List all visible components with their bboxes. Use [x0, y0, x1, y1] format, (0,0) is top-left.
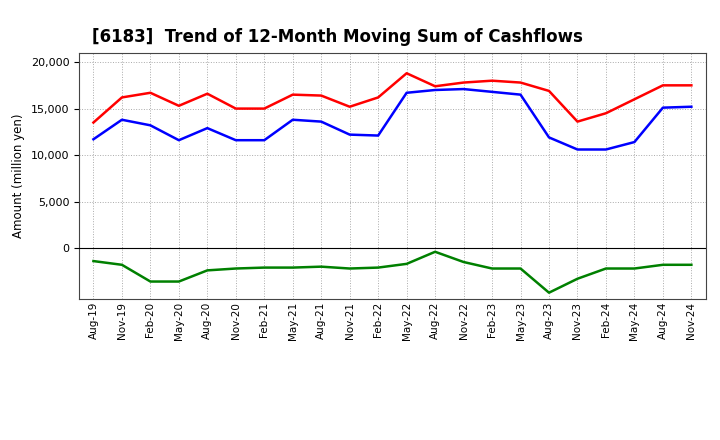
Investing Cashflow [289, 265, 297, 270]
Investing Cashflow [687, 262, 696, 268]
Investing Cashflow [487, 266, 496, 271]
Free Cashflow [289, 117, 297, 122]
Investing Cashflow [402, 261, 411, 267]
Free Cashflow [659, 105, 667, 110]
Free Cashflow [630, 139, 639, 145]
Free Cashflow [117, 117, 126, 122]
Free Cashflow [573, 147, 582, 152]
Investing Cashflow [232, 266, 240, 271]
Free Cashflow [431, 88, 439, 93]
Operating Cashflow [346, 104, 354, 110]
Investing Cashflow [659, 262, 667, 268]
Free Cashflow [374, 133, 382, 138]
Free Cashflow [687, 104, 696, 110]
Operating Cashflow [117, 95, 126, 100]
Operating Cashflow [402, 70, 411, 76]
Operating Cashflow [317, 93, 325, 98]
Operating Cashflow [459, 80, 468, 85]
Free Cashflow [516, 92, 525, 97]
Operating Cashflow [174, 103, 183, 108]
Free Cashflow [203, 125, 212, 131]
Operating Cashflow [630, 97, 639, 102]
Investing Cashflow [516, 266, 525, 271]
Investing Cashflow [174, 279, 183, 284]
Investing Cashflow [459, 259, 468, 264]
Free Cashflow [317, 119, 325, 124]
Operating Cashflow [431, 84, 439, 89]
Y-axis label: Amount (million yen): Amount (million yen) [12, 114, 25, 238]
Line: Free Cashflow: Free Cashflow [94, 89, 691, 150]
Operating Cashflow [573, 119, 582, 124]
Line: Operating Cashflow: Operating Cashflow [94, 73, 691, 122]
Operating Cashflow [146, 90, 155, 95]
Investing Cashflow [260, 265, 269, 270]
Operating Cashflow [659, 83, 667, 88]
Investing Cashflow [203, 268, 212, 273]
Operating Cashflow [374, 95, 382, 100]
Free Cashflow [487, 89, 496, 95]
Investing Cashflow [630, 266, 639, 271]
Free Cashflow [89, 137, 98, 142]
Free Cashflow [545, 135, 554, 140]
Line: Investing Cashflow: Investing Cashflow [94, 252, 691, 293]
Investing Cashflow [573, 276, 582, 282]
Investing Cashflow [346, 266, 354, 271]
Operating Cashflow [203, 91, 212, 96]
Free Cashflow [602, 147, 611, 152]
Free Cashflow [402, 90, 411, 95]
Free Cashflow [260, 138, 269, 143]
Free Cashflow [346, 132, 354, 137]
Investing Cashflow [317, 264, 325, 269]
Free Cashflow [146, 123, 155, 128]
Free Cashflow [232, 138, 240, 143]
Investing Cashflow [146, 279, 155, 284]
Operating Cashflow [516, 80, 525, 85]
Text: [6183]  Trend of 12-Month Moving Sum of Cashflows: [6183] Trend of 12-Month Moving Sum of C… [91, 28, 582, 46]
Operating Cashflow [260, 106, 269, 111]
Operating Cashflow [232, 106, 240, 111]
Operating Cashflow [289, 92, 297, 97]
Investing Cashflow [117, 262, 126, 268]
Operating Cashflow [89, 120, 98, 125]
Investing Cashflow [602, 266, 611, 271]
Operating Cashflow [687, 83, 696, 88]
Operating Cashflow [487, 78, 496, 83]
Investing Cashflow [89, 258, 98, 264]
Operating Cashflow [545, 88, 554, 94]
Investing Cashflow [431, 249, 439, 254]
Free Cashflow [174, 138, 183, 143]
Investing Cashflow [374, 265, 382, 270]
Operating Cashflow [602, 110, 611, 116]
Free Cashflow [459, 86, 468, 92]
Investing Cashflow [545, 290, 554, 295]
